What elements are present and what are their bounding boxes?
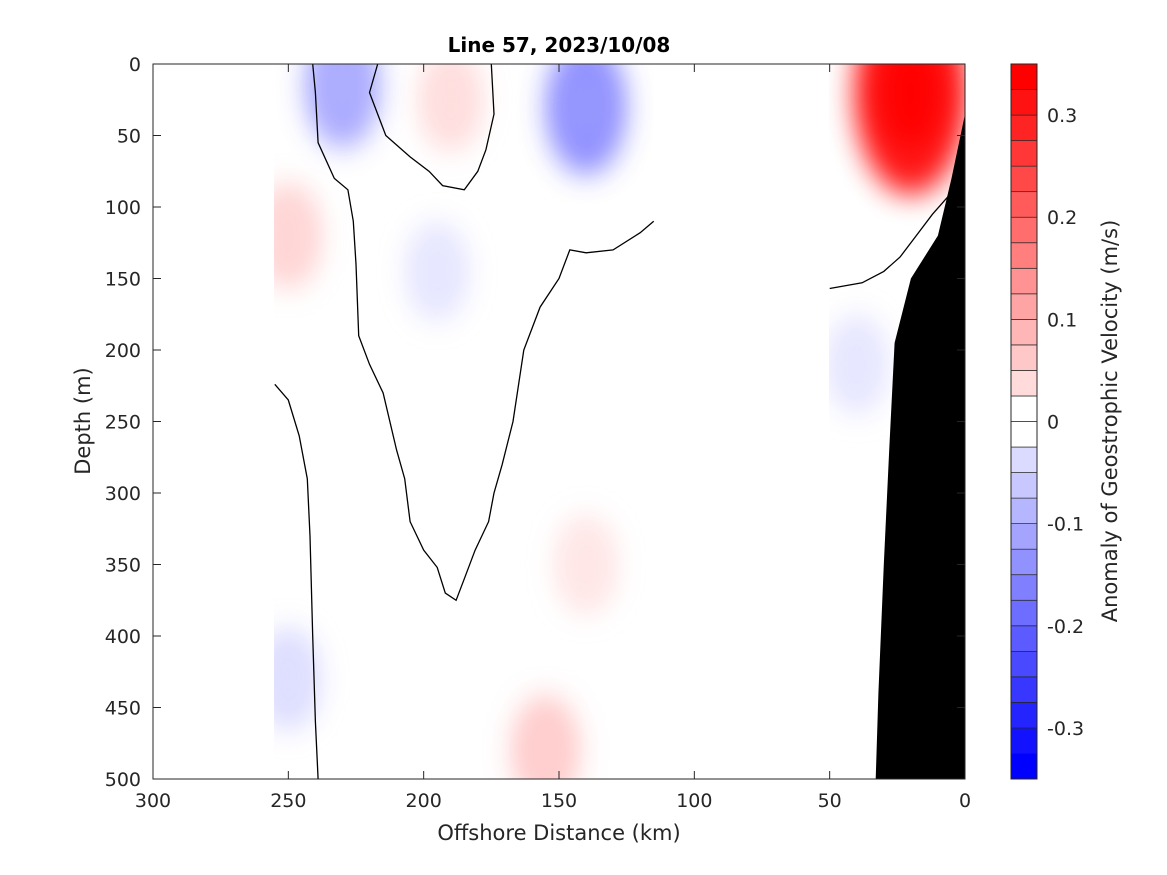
colorbar-segment (1010, 446, 1038, 473)
colorbar-segment (1010, 140, 1038, 167)
x-tick-label: 100 (676, 790, 712, 812)
velocity-feature (546, 64, 626, 176)
velocity-feature (555, 514, 617, 615)
colorbar-segment (1010, 650, 1038, 678)
colorbar-segment (1010, 89, 1038, 116)
x-tick-label: 300 (135, 790, 171, 812)
colorbar-tick-label: 0.2 (1047, 207, 1077, 229)
velocity-feature (305, 64, 380, 149)
y-tick-label: 450 (105, 698, 141, 720)
colorbar-frame (1010, 63, 1038, 780)
colorbar-tick-label: -0.3 (1047, 718, 1084, 740)
y-axis-label: Depth (m) (71, 367, 95, 474)
colorbar-segment (1010, 599, 1038, 627)
colorbar-segment (1010, 702, 1038, 729)
x-tick-label: 200 (406, 790, 442, 812)
colorbar-segment (1010, 319, 1038, 346)
colorbar-segment (1010, 727, 1038, 754)
y-tick-label: 350 (105, 555, 141, 577)
colorbar-segment (1010, 293, 1038, 320)
colorbar-label: Anomaly of Geostrophic Velocity (m/s) (1098, 220, 1122, 623)
colorbar-segment (1010, 370, 1038, 397)
y-tick-label: 300 (105, 483, 141, 505)
colorbar-segment (1010, 472, 1038, 499)
y-tick-label: 150 (105, 269, 141, 291)
colorbar-tick-label: 0.3 (1047, 105, 1077, 127)
colorbar-tick-label: 0.1 (1047, 309, 1077, 331)
velocity-feature (419, 64, 483, 152)
y-tick-label: 200 (105, 340, 141, 362)
y-tick-label: 400 (105, 626, 141, 648)
colorbar-segment (1010, 625, 1038, 652)
colorbar-segment (1010, 574, 1038, 601)
colorbar-tick-label: -0.1 (1047, 514, 1084, 536)
colorbar-segment (1010, 753, 1038, 780)
colorbar-segment (1010, 523, 1038, 550)
velocity-feature (274, 181, 321, 290)
y-tick-label: 250 (105, 412, 141, 434)
zero-contour (829, 182, 955, 290)
x-tick-label: 50 (818, 790, 842, 812)
colorbar-segment (1010, 344, 1038, 371)
zero-contour (312, 64, 655, 602)
colorbar-segment (1010, 548, 1038, 576)
colorbar-segment (1010, 114, 1038, 141)
colorbar-segment (1010, 676, 1038, 703)
chart-title: Line 57, 2023/10/08 (448, 33, 671, 57)
colorbar: 0.3 0.2 0.1 0 -0.1 -0.2 -0.3 (1010, 63, 1084, 780)
colorbar-segment (1010, 421, 1038, 448)
zero-contour (368, 64, 495, 191)
velocity-feature (274, 626, 320, 732)
colorbar-segment (1010, 165, 1038, 193)
colorbar-segment (1010, 216, 1038, 244)
x-tick-label: 0 (959, 790, 971, 812)
velocity-feature (406, 220, 468, 322)
plot-area (153, 64, 965, 779)
x-tick-label: 250 (270, 790, 306, 812)
colorbar-tick-label: -0.2 (1047, 616, 1084, 638)
y-tick-label: 500 (105, 769, 141, 791)
colorbar-segment (1010, 242, 1038, 269)
y-tick-label: 100 (105, 197, 141, 219)
velocity-feature (829, 313, 888, 415)
velocity-feature (854, 64, 965, 196)
colorbar-segment (1010, 191, 1038, 218)
y-tick-label: 50 (117, 126, 141, 148)
colorbar-segment (1010, 395, 1038, 422)
colorbar-segment (1010, 63, 1038, 90)
colorbar-segment (1010, 497, 1038, 524)
colorbar-tick-label: 0 (1047, 412, 1059, 434)
x-tick-label: 150 (541, 790, 577, 812)
x-axis-label: Offshore Distance (km) (437, 821, 680, 845)
zero-contour (274, 383, 319, 779)
bathymetry (875, 114, 965, 779)
velocity-feature (512, 694, 579, 779)
y-tick-label: 0 (129, 54, 141, 76)
colorbar-segment (1010, 267, 1038, 295)
